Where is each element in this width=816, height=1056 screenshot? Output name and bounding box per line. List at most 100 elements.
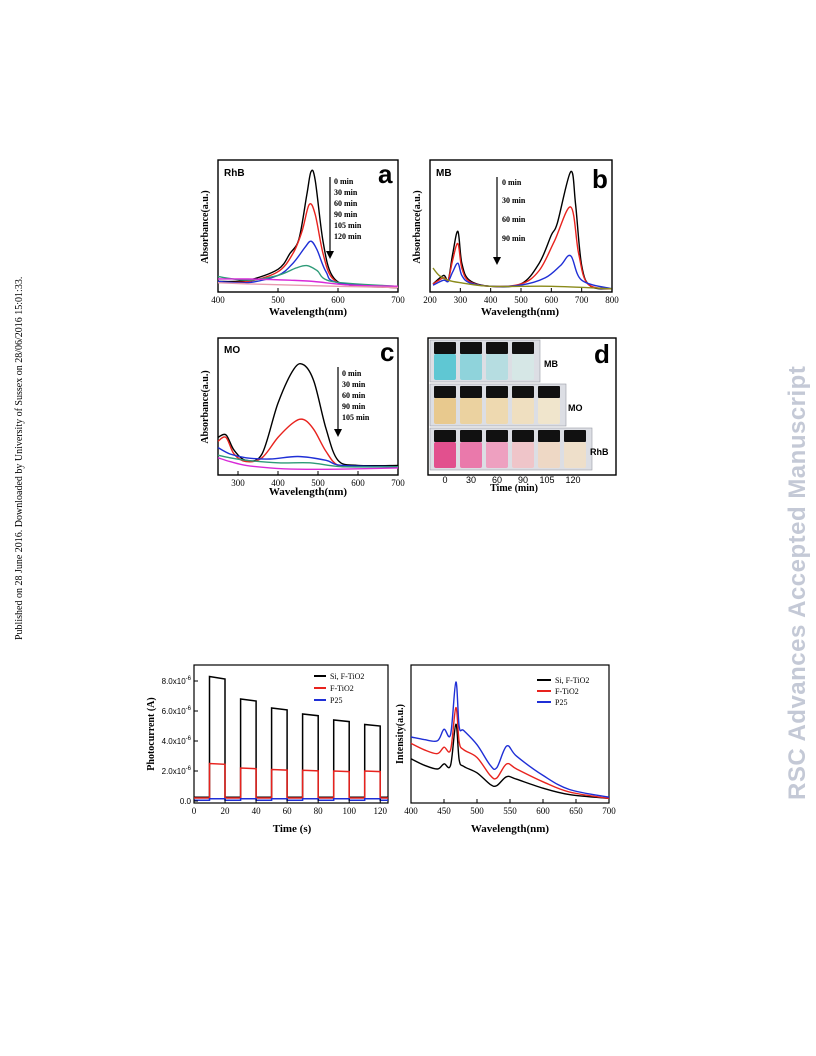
vial-cap <box>486 386 508 398</box>
row-label-rhb: RhB <box>590 447 609 457</box>
legend-entry: 60 min <box>334 199 358 208</box>
x-tick-label: 600 <box>536 806 550 816</box>
legend-entry: P25 <box>555 698 567 707</box>
x-tick-label: 500 <box>271 295 285 305</box>
series-line-105-min <box>217 457 399 471</box>
vial-solution <box>512 354 534 380</box>
decay-arrow <box>493 177 501 265</box>
series-line-0-min <box>217 169 399 289</box>
panel-label: d <box>594 339 610 369</box>
time-label: 120 <box>565 475 580 485</box>
legend: 0 min 30 min 60 min 90 min 105 min <box>342 369 370 422</box>
series-line-105-min <box>217 278 399 287</box>
legend-entry: 0 min <box>342 369 362 378</box>
legend-entry: Si, F-TiO2 <box>555 676 589 685</box>
publication-note: Published on 28 June 2016. Downloaded by… <box>14 276 25 640</box>
series-layer <box>217 169 399 289</box>
series-line-0-min <box>217 362 399 467</box>
time-labels: 0 30 60 90 105 120 <box>442 475 580 485</box>
panel-label: b <box>592 164 608 194</box>
legend-entry: 0 min <box>334 177 354 186</box>
vial-solution <box>434 442 456 468</box>
manuscript-watermark: RSC Advances Accepted Manuscript <box>784 365 811 800</box>
y-axis-label: Absorbance(a.u.) <box>200 190 211 263</box>
x-tick-label: 40 <box>252 806 262 816</box>
x-tick-label: 500 <box>470 806 484 816</box>
legend: 0 min 30 min 60 min 90 min 105 min 120 m… <box>334 177 362 241</box>
series-layer <box>432 170 613 290</box>
x-tick-label: 300 <box>454 295 468 305</box>
y-tick-label: 2.0x10-6 <box>162 766 192 776</box>
vial-cap <box>512 386 534 398</box>
vial-cap <box>512 430 534 442</box>
decay-arrow <box>334 367 342 437</box>
x-axis-label: Wavelength(nm) <box>481 306 560 318</box>
vial-solution <box>434 354 456 380</box>
time-label: 30 <box>466 475 476 485</box>
x-tick-label: 500 <box>311 478 325 488</box>
x-tick-label: 100 <box>342 806 356 816</box>
vial-cap <box>486 342 508 354</box>
series-layer <box>194 675 388 802</box>
legend-entry: 105 min <box>334 221 362 230</box>
vial-rows <box>429 339 593 471</box>
series-layer <box>217 362 399 471</box>
panel-d-photo: MB MO RhB d 0 30 60 90 105 120 Time (min) <box>427 337 617 494</box>
time-label: 60 <box>492 475 502 485</box>
vial-cap <box>538 386 560 398</box>
legend-entry: 105 min <box>342 413 370 422</box>
x-tick-label: 400 <box>271 478 285 488</box>
x-ticks: 400 500 600 700 <box>211 288 405 305</box>
decay-arrow <box>326 177 334 259</box>
series-line-p25 <box>194 798 388 802</box>
row-label-mb: MB <box>544 359 558 369</box>
series-layer <box>410 681 610 800</box>
legend: Si, F-TiO2 F-TiO2 P25 <box>537 676 589 707</box>
vial-solution <box>460 442 482 468</box>
series-line-f-tio2 <box>194 762 388 799</box>
legend-entry: 60 min <box>502 215 526 224</box>
series-line-90-min <box>432 267 613 290</box>
x-tick-label: 60 <box>283 806 293 816</box>
vial-solution <box>486 442 508 468</box>
x-tick-label: 200 <box>423 295 437 305</box>
legend-entry: 120 min <box>334 232 362 241</box>
x-axis-label: Time (min) <box>490 483 538 494</box>
x-tick-label: 120 <box>373 806 387 816</box>
vial-solution <box>538 398 560 424</box>
plot-frame <box>217 337 399 476</box>
vial-cap <box>460 342 482 354</box>
legend-entry: F-TiO2 <box>555 687 579 696</box>
series-line-90-min <box>217 264 399 287</box>
series-line-p25 <box>410 681 610 798</box>
legend-entry: Si, F-TiO2 <box>330 672 364 681</box>
photocurrent-chart: Si, F-TiO2 F-TiO2 P25 0 20 40 60 80 100 120 0.… <box>146 664 389 835</box>
legend-entry: 60 min <box>342 391 366 400</box>
x-tick-label: 650 <box>569 806 583 816</box>
y-axis-label: Absorbance(a.u.) <box>200 370 211 443</box>
legend: Si, F-TiO2 F-TiO2 P25 <box>314 672 364 705</box>
vial-solution <box>512 442 534 468</box>
x-tick-label: 0 <box>192 806 197 816</box>
x-tick-label: 700 <box>391 295 405 305</box>
vial-cap <box>434 430 456 442</box>
vial-solution <box>538 442 560 468</box>
y-tick-label: 8.0x10-6 <box>162 676 192 686</box>
series-line-si-f-tio2 <box>194 675 388 799</box>
x-tick-label: 550 <box>503 806 517 816</box>
series-line-120-min <box>217 282 399 289</box>
x-axis-label: Wavelength(nm) <box>471 823 550 835</box>
legend-entry: 0 min <box>502 178 522 187</box>
panel-c-chart: MO c 0 min 30 min 60 min 90 min 105 min … <box>200 337 405 498</box>
plot-frame <box>193 664 389 804</box>
vial-cap <box>512 342 534 354</box>
vial-solution <box>460 354 482 380</box>
y-axis-label: Absorbance(a.u.) <box>412 190 423 263</box>
plot-frame <box>217 159 399 293</box>
pl-intensity-chart: Si, F-TiO2 F-TiO2 P25 400 450 500 550 600 650… <box>395 664 616 835</box>
panel-label: c <box>380 337 394 367</box>
x-tick-label: 600 <box>331 295 345 305</box>
legend-entry: 30 min <box>334 188 358 197</box>
x-tick-label: 500 <box>514 295 528 305</box>
panel-label: a <box>378 159 393 189</box>
